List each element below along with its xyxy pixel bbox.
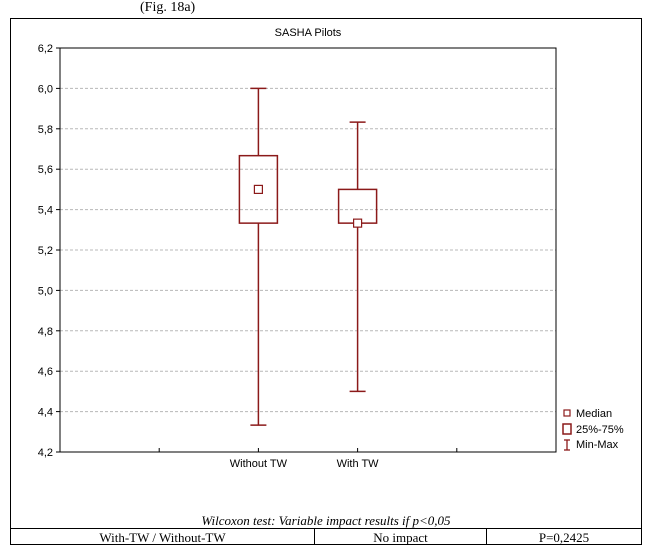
y-tick-label: 4,4 xyxy=(38,407,53,419)
wilcoxon-footnote: Wilcoxon test: Variable impact results i… xyxy=(201,513,451,528)
y-tick-label: 4,8 xyxy=(38,326,53,338)
y-tick-label: 5,2 xyxy=(38,245,53,257)
y-tick-label: 4,6 xyxy=(38,366,53,378)
y-tick-label: 5,4 xyxy=(38,205,53,217)
legend-entry: Min-Max xyxy=(576,439,619,451)
chart-title: SASHA Pilots xyxy=(275,27,342,39)
y-tick-label: 4,2 xyxy=(38,447,53,459)
figure-caption: (Fig. 18a) xyxy=(140,0,196,15)
results-row: With-TW / Without-TW No impact P=0,2425 xyxy=(11,528,641,545)
median-marker xyxy=(353,218,363,228)
legend-box-symbol xyxy=(562,423,572,435)
median-marker xyxy=(253,184,263,194)
plot-border xyxy=(59,47,557,453)
iqr-box xyxy=(337,188,378,224)
impact-cell: No impact xyxy=(315,529,487,544)
y-tick-label: 6,2 xyxy=(38,43,53,55)
comparison-cell: With-TW / Without-TW xyxy=(11,529,315,544)
x-category-label: With TW xyxy=(337,458,380,470)
iqr-box xyxy=(238,154,279,224)
y-tick-label: 6,0 xyxy=(38,83,53,95)
legend-entry: 25%-75% xyxy=(576,424,624,436)
p-value-cell: P=0,2425 xyxy=(538,530,590,545)
boxplot-chart: SASHA Pilots 4,2 4,4 4,6 4,8 5,0 5,2 5,4 5,6 5,8 6… xyxy=(38,27,624,470)
x-category-label: Without TW xyxy=(230,458,288,470)
legend-entry: Median xyxy=(576,408,612,420)
legend-median-symbol xyxy=(563,409,571,417)
figure-frame: SASHA Pilots 4,2 4,4 4,6 4,8 5,0 5,2 5,4 5,6 5,8 6… xyxy=(10,18,642,545)
y-tick-label: 5,8 xyxy=(38,124,53,136)
y-tick-label: 5,0 xyxy=(38,285,53,297)
y-tick-label: 5,6 xyxy=(38,164,53,176)
